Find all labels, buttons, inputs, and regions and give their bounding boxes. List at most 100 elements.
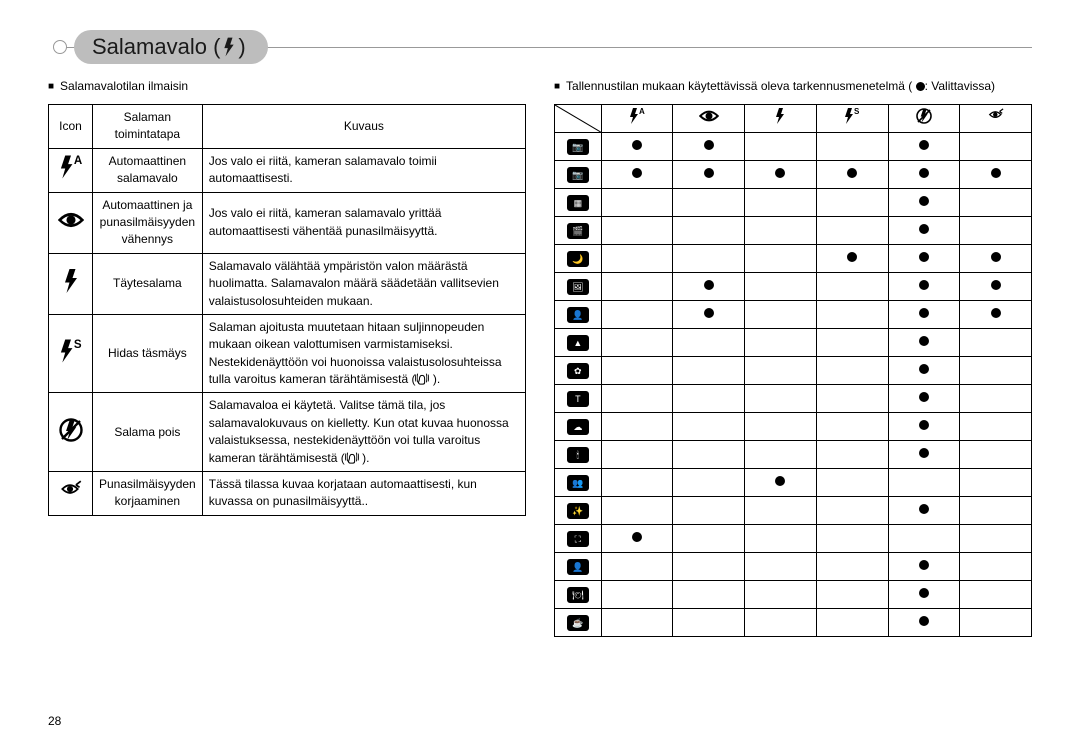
col-flash-off-icon: [888, 105, 960, 133]
matrix-cell: [816, 497, 888, 525]
matrix-cell: [888, 609, 960, 637]
matrix-cell: [673, 217, 745, 245]
matrix-cell: [960, 609, 1032, 637]
matrix-cell: [960, 525, 1032, 553]
matrix-cell: [888, 329, 960, 357]
matrix-cell: [888, 301, 960, 329]
matrix-cell: [601, 441, 673, 469]
mode-desc: Jos valo ei riitä, kameran salamavalo yr…: [202, 192, 525, 253]
matrix-cell: [816, 273, 888, 301]
matrix-cell: [673, 441, 745, 469]
matrix-cell: [816, 553, 888, 581]
matrix-row-mode-icon: 🖼: [555, 273, 602, 301]
matrix-cell: [888, 413, 960, 441]
matrix-cell: [888, 161, 960, 189]
matrix-cell: [673, 273, 745, 301]
matrix-row-mode-icon: ✨: [555, 497, 602, 525]
page-title-bar: Salamavalo ( ): [48, 30, 1032, 64]
matrix-cell: [673, 413, 745, 441]
col-flash-icon: [745, 105, 817, 133]
mode-desc: Tässä tilassa kuvaa korjataan automaatti…: [202, 472, 525, 516]
matrix-row: 🍽: [555, 581, 1032, 609]
matrix-cell: [888, 525, 960, 553]
matrix-cell: [960, 441, 1032, 469]
matrix-cell: [745, 413, 817, 441]
matrix-cell: [745, 441, 817, 469]
matrix-cell: [673, 497, 745, 525]
col-flash-auto-icon: [601, 105, 673, 133]
matrix-cell: [816, 609, 888, 637]
matrix-row: 👤: [555, 301, 1032, 329]
col-redeye-fix-icon: [960, 105, 1032, 133]
table-row: Täytesalama Salamavalo välähtää ympärist…: [49, 253, 526, 314]
matrix-cell: [960, 217, 1032, 245]
mode-label: Automaattinen salamavalo: [93, 148, 203, 192]
matrix-row: 🎬: [555, 217, 1032, 245]
matrix-cell: [673, 553, 745, 581]
matrix-row-mode-icon: 👤: [555, 301, 602, 329]
matrix-cell: [673, 329, 745, 357]
table-row: Automaattinen salamavalo Jos valo ei rii…: [49, 148, 526, 192]
matrix-cell: [888, 385, 960, 413]
matrix-row-mode-icon: 🌙: [555, 245, 602, 273]
matrix-cell: [888, 133, 960, 161]
matrix-cell: [601, 469, 673, 497]
matrix-cell: [673, 609, 745, 637]
matrix-cell: [816, 469, 888, 497]
matrix-row: ☁: [555, 413, 1032, 441]
matrix-cell: [673, 245, 745, 273]
flash-slow-icon: [49, 314, 93, 393]
matrix-cell: [745, 189, 817, 217]
matrix-cell: [601, 161, 673, 189]
mode-label: Hidas täsmäys: [93, 314, 203, 393]
left-heading: ■ Salamavalotilan ilmaisin: [48, 78, 526, 96]
matrix-cell: [960, 161, 1032, 189]
matrix-row-mode-icon: 🕯: [555, 441, 602, 469]
bullet-icon: ■: [554, 78, 560, 96]
flash-auto-icon: [49, 148, 93, 192]
matrix-row-mode-icon: ✿: [555, 357, 602, 385]
mode-label: Automaattinen ja punasilmäisyyden vähenn…: [93, 192, 203, 253]
matrix-cell: [960, 273, 1032, 301]
matrix-cell: [960, 413, 1032, 441]
matrix-row: ✨: [555, 497, 1032, 525]
matrix-cell: [816, 217, 888, 245]
matrix-cell: [816, 133, 888, 161]
matrix-cell: [888, 581, 960, 609]
table-row: Automaattinen ja punasilmäisyyden vähenn…: [49, 192, 526, 253]
matrix-cell: [601, 385, 673, 413]
table-row: Punasilmäisyyden korjaaminen Tässä tilas…: [49, 472, 526, 516]
matrix-cell: [673, 161, 745, 189]
matrix-cell: [960, 245, 1032, 273]
matrix-cell: [888, 469, 960, 497]
matrix-row-mode-icon: 👤: [555, 553, 602, 581]
matrix-cell: [601, 357, 673, 385]
matrix-row-mode-icon: ☁: [555, 413, 602, 441]
matrix-cell: [888, 217, 960, 245]
matrix-cell: [601, 133, 673, 161]
matrix-row-mode-icon: 👥: [555, 469, 602, 497]
matrix-cell: [601, 189, 673, 217]
matrix-cell: [960, 385, 1032, 413]
matrix-cell: [888, 245, 960, 273]
matrix-cell: [601, 413, 673, 441]
matrix-cell: [960, 357, 1032, 385]
matrix-cell: [745, 329, 817, 357]
mode-label: Punasilmäisyyden korjaaminen: [93, 472, 203, 516]
matrix-cell: [673, 357, 745, 385]
matrix-cell: [816, 357, 888, 385]
matrix-cell: [816, 581, 888, 609]
mode-desc: Jos valo ei riitä, kameran salamavalo to…: [202, 148, 525, 192]
matrix-row-mode-icon: 📷: [555, 161, 602, 189]
matrix-cell: [745, 133, 817, 161]
matrix-cell: [888, 497, 960, 525]
matrix-cell: [816, 161, 888, 189]
eye-icon: [49, 192, 93, 253]
matrix-cell: [816, 189, 888, 217]
matrix-row: ✿: [555, 357, 1032, 385]
matrix-cell: [673, 581, 745, 609]
matrix-row-mode-icon: T: [555, 385, 602, 413]
matrix-cell: [745, 609, 817, 637]
content-columns: ■ Salamavalotilan ilmaisin Icon Salaman …: [48, 78, 1032, 637]
table-row: Salama pois Salamavaloa ei käytetä. Vali…: [49, 393, 526, 472]
